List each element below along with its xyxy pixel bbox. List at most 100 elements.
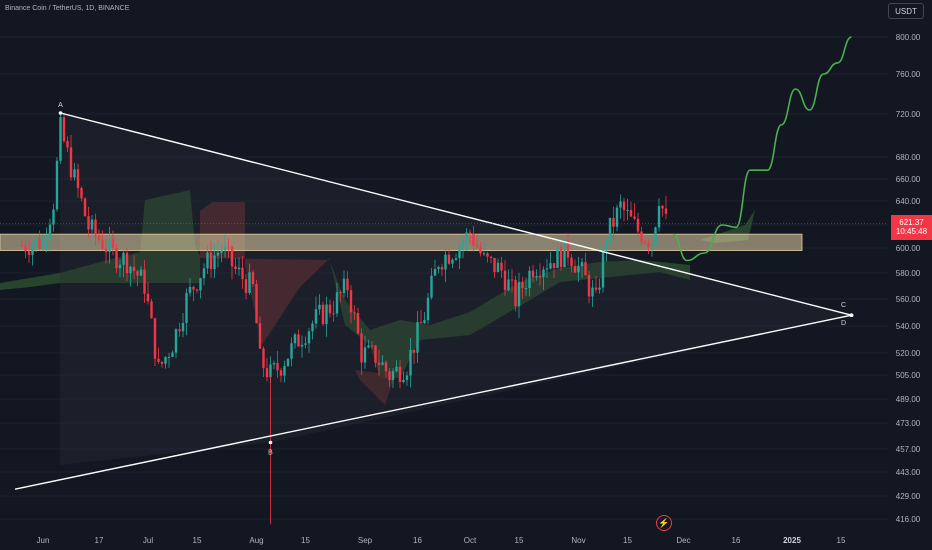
point-marker <box>849 313 854 318</box>
bolt-icon[interactable]: ⚡ <box>656 515 672 531</box>
candle-body <box>482 253 486 255</box>
candle-body <box>472 233 475 246</box>
candle-body <box>402 379 405 383</box>
candle-body <box>321 304 325 325</box>
candle-body <box>220 250 223 253</box>
candle-body <box>430 275 433 298</box>
candle-body <box>409 349 412 376</box>
candle-body <box>335 292 339 314</box>
candle-body <box>374 345 377 363</box>
candle-body <box>34 238 38 246</box>
candle-body <box>640 231 643 243</box>
candle-body <box>272 362 276 365</box>
candle-body <box>223 246 227 251</box>
candle-body <box>325 304 328 325</box>
y-tick-label: 520.00 <box>896 349 921 358</box>
candle-body <box>213 255 216 270</box>
candle-body <box>41 239 45 249</box>
y-tick-label: 489.00 <box>896 395 921 404</box>
candle-body <box>594 287 598 290</box>
candle-body <box>342 278 346 293</box>
trendlines[interactable] <box>14 112 852 490</box>
upper-trendline <box>60 112 852 316</box>
candle-body <box>426 297 430 321</box>
candle-body <box>349 290 353 313</box>
candle-body <box>216 252 220 256</box>
x-tick-label: 15 <box>193 536 202 545</box>
candle-body <box>650 246 654 248</box>
candle-body <box>164 356 167 364</box>
candle-body <box>440 267 444 270</box>
x-tick-label: 15 <box>301 536 310 545</box>
candle-body <box>486 253 489 257</box>
candle-body <box>160 361 164 364</box>
y-tick-label: 640.00 <box>896 197 921 206</box>
candle-body <box>447 254 451 264</box>
x-tick-label: Jun <box>37 536 50 545</box>
candle-body <box>626 210 629 212</box>
candle-body <box>524 288 528 290</box>
candle-body <box>153 318 157 359</box>
candle-body <box>227 246 230 248</box>
candle-body <box>367 345 370 348</box>
candle-body <box>104 248 108 252</box>
x-tick-label: 15 <box>515 536 524 545</box>
candle-body <box>451 259 454 264</box>
point-label: D <box>841 320 846 327</box>
y-tick-label: 473.00 <box>896 419 921 428</box>
candle-body <box>531 270 535 278</box>
currency-button[interactable]: USDT <box>888 3 924 19</box>
candle-body <box>587 275 591 297</box>
candle-body <box>300 344 304 347</box>
projection-line <box>672 36 852 262</box>
candle-body <box>258 323 262 349</box>
candle-body <box>234 266 237 270</box>
candle-body <box>265 368 269 378</box>
x-tick-label: Jul <box>143 536 153 545</box>
support-zone-rect <box>0 233 803 251</box>
candle-body <box>381 362 384 365</box>
candle-body <box>657 205 661 228</box>
candle-body <box>269 364 272 378</box>
candle-body <box>80 187 83 199</box>
candle-body <box>384 362 388 372</box>
cloud-bull <box>330 260 690 378</box>
candle-body <box>493 257 496 273</box>
candle-body <box>181 322 185 332</box>
candle-body <box>601 249 605 288</box>
candle-body <box>111 238 115 248</box>
time-axis[interactable]: Jun 17 Jul 15 Aug 15 Sep 16 Oct 15 Nov 15 Dec 16 2025 1… <box>37 536 846 545</box>
candle-body <box>573 266 577 273</box>
candle-body <box>48 224 52 240</box>
x-tick-label: 15 <box>623 536 632 545</box>
point-label: C <box>841 302 846 309</box>
candle-body <box>360 333 363 363</box>
candle-body <box>307 331 311 344</box>
candle-body <box>549 263 552 269</box>
candle-body <box>517 282 521 307</box>
candle-body <box>52 209 55 225</box>
y-tick-label: 505.00 <box>896 371 921 380</box>
candle-body <box>521 282 524 289</box>
support-zone <box>0 233 803 251</box>
candle-body <box>146 293 150 302</box>
candle-body <box>500 262 503 271</box>
last-price-value: 621.37 <box>899 218 924 227</box>
candle-body <box>437 267 440 270</box>
point-marker <box>58 111 63 115</box>
x-tick-label: 17 <box>95 536 104 545</box>
candle-body <box>647 242 650 248</box>
price-axis[interactable]: 800.00760.00720.00680.00660.00640.00620.… <box>896 33 921 524</box>
candle-body <box>503 270 507 291</box>
candle-body <box>332 313 335 315</box>
candle-body <box>468 232 472 234</box>
candle-body <box>286 358 290 367</box>
candle-body <box>136 271 139 276</box>
candle-body <box>661 205 664 209</box>
candle-body <box>209 252 213 270</box>
candle-body <box>206 252 209 269</box>
candle-body <box>636 218 640 232</box>
candle-body <box>353 312 356 314</box>
cloud-bear <box>355 370 395 405</box>
